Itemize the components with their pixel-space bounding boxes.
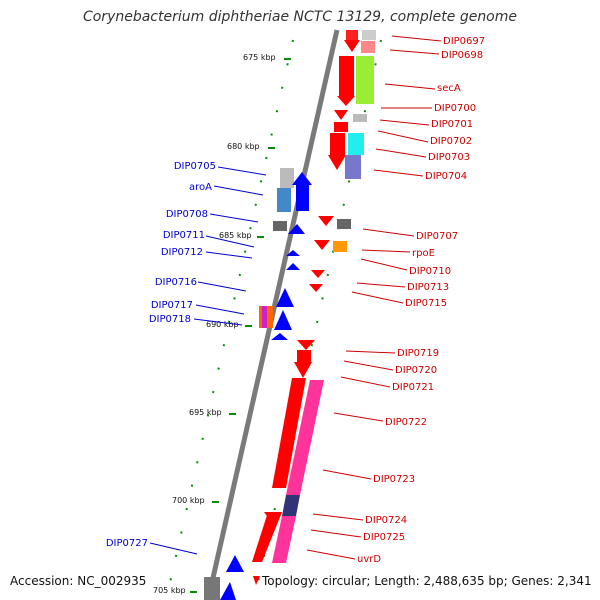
gene-DIP0716 xyxy=(276,288,294,307)
gene-DIP0712 xyxy=(286,263,300,270)
gene-DIP0713 xyxy=(309,284,323,292)
label-rpoE: rpoE xyxy=(412,248,435,259)
label-DIP0725: DIP0725 xyxy=(363,532,405,543)
label-DIP0720: DIP0720 xyxy=(395,365,437,376)
label-DIP0721: DIP0721 xyxy=(392,382,434,393)
label-DIP0703: DIP0703 xyxy=(428,152,470,163)
tick-675: 675 kbp xyxy=(243,53,276,62)
label-DIP0727: DIP0727 xyxy=(106,538,148,549)
label-aroA: aroA xyxy=(189,182,212,193)
gene-DIP0701 xyxy=(334,122,348,132)
kbp-tick-marks xyxy=(190,58,291,593)
reverse-gene-labels: DIP0697 DIP0698 secA DIP0700 DIP0701 DIP… xyxy=(357,36,485,565)
label-DIP0712: DIP0712 xyxy=(161,247,203,258)
label-DIP0698: DIP0698 xyxy=(441,50,483,61)
label-DIP0705: DIP0705 xyxy=(174,161,216,172)
gene-DIP0720 xyxy=(297,350,311,362)
gene-DIP0702 xyxy=(330,133,345,155)
label-uvrD: uvrD xyxy=(357,554,381,565)
gene-DIP0711 xyxy=(286,250,300,256)
label-DIP0724: DIP0724 xyxy=(365,515,407,526)
tick-685: 685 kbp xyxy=(219,231,252,240)
accession-label: Accession: NC_002935 xyxy=(10,574,147,588)
gene-uvrD xyxy=(252,512,282,562)
gene-DIP0724 xyxy=(282,495,300,516)
left-leader-lines xyxy=(149,166,267,555)
label-DIP0715: DIP0715 xyxy=(405,298,447,309)
tick-680: 680 kbp xyxy=(227,142,260,151)
gene-DIP0704 xyxy=(345,155,361,179)
genome-summary: Topology: circular; Length: 2,488,635 bp… xyxy=(262,574,592,588)
gene-DIP0722 xyxy=(272,378,306,488)
label-secA: secA xyxy=(437,83,461,94)
gene-rpoE xyxy=(314,240,330,250)
label-DIP0722: DIP0722 xyxy=(385,417,427,428)
right-leader-lines xyxy=(306,35,442,560)
gene-DIP0708 xyxy=(273,221,287,231)
gene-DIP0727 xyxy=(226,555,244,572)
gene-DIP0721 xyxy=(294,362,312,378)
label-DIP0700: DIP0700 xyxy=(434,103,476,114)
label-DIP0717: DIP0717 xyxy=(151,300,193,311)
label-DIP0707: DIP0707 xyxy=(416,231,458,242)
label-DIP0702: DIP0702 xyxy=(430,136,472,147)
gene-DIP0719 xyxy=(297,340,315,350)
label-DIP0711: DIP0711 xyxy=(163,230,205,241)
reverse-strand-genes xyxy=(252,30,376,585)
gene-aroA xyxy=(277,188,291,212)
label-DIP0716: DIP0716 xyxy=(155,277,197,288)
tick-700: 700 kbp xyxy=(172,496,205,505)
tick-690: 690 kbp xyxy=(206,320,239,329)
gene-DIP0703 xyxy=(348,133,364,155)
label-DIP0723: DIP0723 xyxy=(373,474,415,485)
tick-705: 705 kbp xyxy=(153,586,186,595)
gene-DIP0723 xyxy=(286,380,324,495)
gene-DIP0705 xyxy=(280,168,294,188)
gene-DIP0698 xyxy=(344,40,360,52)
kbp-tick-labels: 675 kbp 680 kbp 685 kbp 690 kbp 695 kbp … xyxy=(153,53,276,595)
label-DIP0713: DIP0713 xyxy=(407,282,449,293)
forward-strand-genes xyxy=(204,168,312,600)
gene-DIP0697 xyxy=(346,30,358,40)
gene-DIP0710 xyxy=(311,270,325,278)
genome-backbone xyxy=(205,29,340,600)
label-DIP0710: DIP0710 xyxy=(409,266,451,277)
label-DIP0701: DIP0701 xyxy=(431,119,473,130)
gene-DIP0718 xyxy=(274,310,292,330)
label-DIP0697: DIP0697 xyxy=(443,36,485,47)
label-DIP0704: DIP0704 xyxy=(425,171,467,182)
gene-DIP0707 xyxy=(318,216,334,226)
label-DIP0719: DIP0719 xyxy=(397,348,439,359)
forward-gene-labels: DIP0705 aroA DIP0708 DIP0711 DIP0712 DIP… xyxy=(106,161,216,549)
gene-secA xyxy=(339,56,354,96)
map-title: Corynebacterium diphtheriae NCTC 13129, … xyxy=(82,9,518,25)
gene-DIP0725 xyxy=(272,516,296,563)
gene-DIP0700 xyxy=(334,110,348,120)
label-DIP0708: DIP0708 xyxy=(166,209,208,220)
tick-695: 695 kbp xyxy=(189,408,222,417)
label-DIP0718: DIP0718 xyxy=(149,314,191,325)
